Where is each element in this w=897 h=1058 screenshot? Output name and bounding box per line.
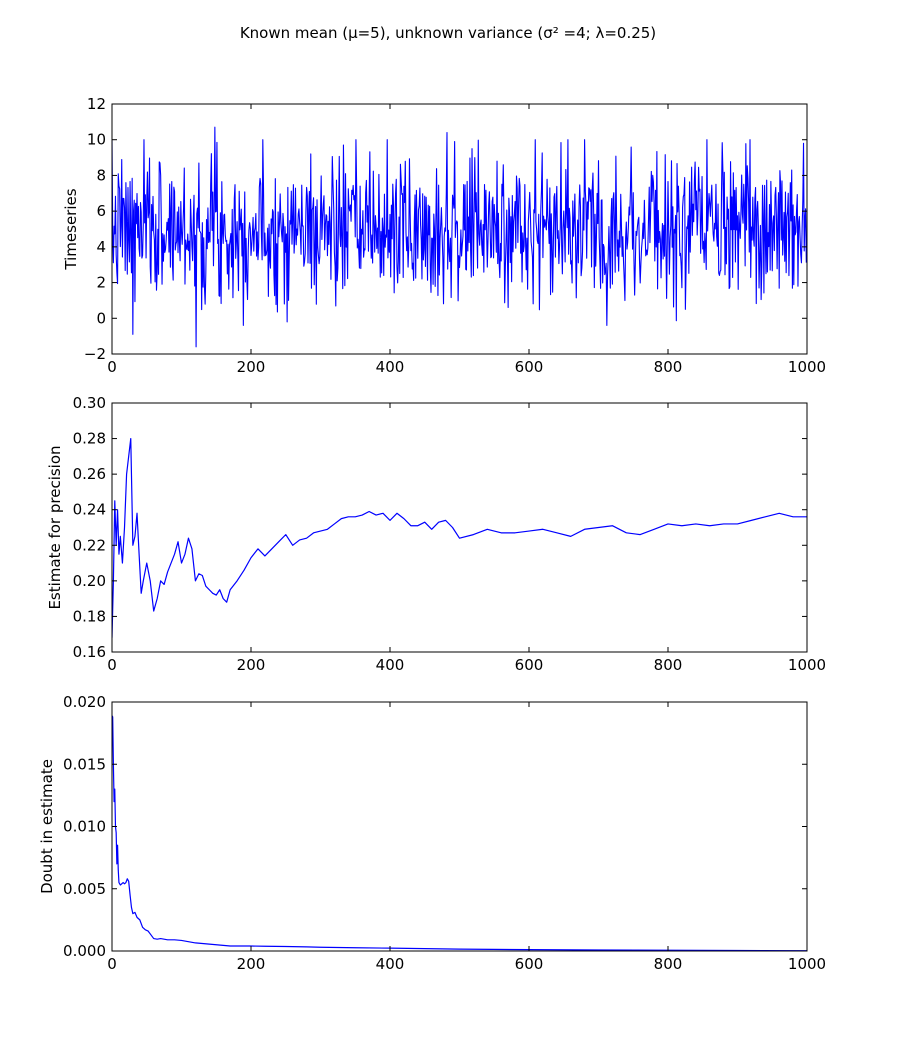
y-axis-label: Doubt in estimate [38,759,56,894]
x-tick-label: 800 [654,656,683,674]
y-tick-label: −2 [84,345,106,363]
y-tick-label: 0.30 [73,394,106,412]
y-tick-label: 0.000 [63,942,106,960]
x-tick-label: 800 [654,358,683,376]
y-tick-label: 0.24 [73,501,106,519]
y-tick-label: 2 [96,274,106,292]
x-tick-label: 1000 [788,656,826,674]
y-tick-label: 0.18 [73,607,106,625]
x-tick-label: 1000 [788,358,826,376]
y-axis-label: Timeseries [62,188,80,270]
series-line-2-1 [112,437,807,638]
x-tick-label: 600 [515,656,544,674]
y-tick-label: 12 [87,95,106,113]
x-tick-label: 600 [515,358,544,376]
y-tick-label: 10 [87,131,106,149]
y-tick-label: 6 [96,202,106,220]
y-tick-label: 0.005 [63,880,106,898]
axes-frame [111,402,808,653]
series-line-3-1 [112,715,807,951]
x-tick-label: 0 [107,955,117,973]
subplot-2: 0 200 400 600 800 1000 0.16 0.18 0.20 0.22 0.24 0.2… [46,394,826,674]
x-tick-label: 200 [237,358,266,376]
figure-title: Known mean (μ=5), unknown variance (σ² =… [240,24,656,42]
axes-frame [111,103,808,355]
x-tick-label: 0 [107,358,117,376]
x-tick-label: 200 [237,656,266,674]
x-tick-label: 400 [376,955,405,973]
axes-frame [111,701,808,952]
y-tick-label: 0 [96,309,106,327]
y-tick-label: 0.020 [63,693,106,711]
x-tick-label: 400 [376,656,405,674]
y-tick-label: 4 [96,238,106,256]
subplot-3: 0 200 400 600 800 1000 0.000 0.005 0.010 0.015 0.0… [38,693,826,973]
x-tick-label: 800 [654,955,683,973]
y-tick-label: 0.16 [73,643,106,661]
x-tick-label: 1000 [788,955,826,973]
y-tick-label: 0.28 [73,430,106,448]
y-axis-label: Estimate for precision [46,445,64,609]
y-tick-label: 0.010 [63,818,106,836]
series-line-1-1 [112,126,807,348]
x-tick-label: 200 [237,955,266,973]
x-tick-label: 0 [107,656,117,674]
y-tick-label: 0.20 [73,572,106,590]
y-tick-label: 0.015 [63,755,106,773]
x-tick-label: 600 [515,955,544,973]
y-tick-label: 8 [96,166,106,184]
x-tick-label: 400 [376,358,405,376]
y-tick-label: 0.26 [73,465,106,483]
y-tick-label: 0.22 [73,536,106,554]
